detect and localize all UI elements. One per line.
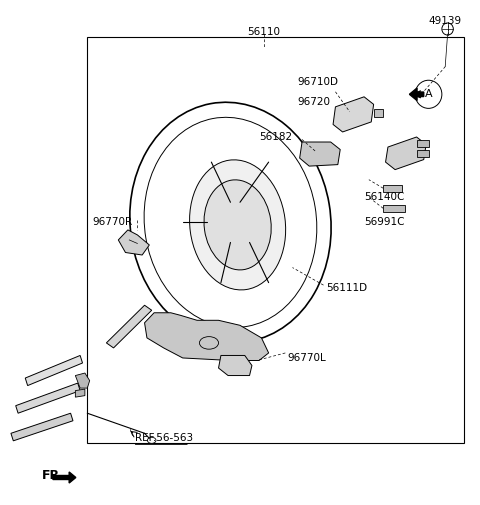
Text: REF.56-563: REF.56-563 — [135, 433, 193, 443]
Polygon shape — [300, 142, 340, 166]
Polygon shape — [75, 373, 90, 388]
Polygon shape — [373, 110, 383, 117]
Circle shape — [415, 80, 442, 109]
Polygon shape — [11, 413, 73, 441]
Circle shape — [442, 23, 453, 35]
Polygon shape — [333, 97, 373, 132]
Polygon shape — [417, 139, 429, 147]
Text: A: A — [425, 89, 432, 99]
Text: 49139: 49139 — [429, 17, 462, 26]
Polygon shape — [218, 356, 252, 376]
FancyArrow shape — [53, 472, 76, 483]
Text: 56182: 56182 — [259, 132, 292, 142]
Polygon shape — [383, 185, 402, 192]
Text: FR.: FR. — [42, 470, 65, 482]
Text: 56110: 56110 — [247, 27, 280, 36]
Text: 96770L: 96770L — [288, 353, 326, 363]
Polygon shape — [118, 230, 149, 255]
Ellipse shape — [190, 160, 286, 290]
FancyArrow shape — [409, 88, 424, 100]
Text: 56991C: 56991C — [364, 217, 405, 227]
Text: 96710D: 96710D — [297, 77, 338, 87]
Text: 96720: 96720 — [297, 97, 330, 107]
Text: 56140C: 56140C — [364, 192, 405, 203]
Text: 96770R: 96770R — [92, 217, 132, 227]
Ellipse shape — [204, 180, 271, 270]
Polygon shape — [383, 205, 405, 212]
Polygon shape — [107, 305, 152, 348]
Polygon shape — [417, 149, 429, 157]
Text: 56111D: 56111D — [326, 283, 367, 293]
Polygon shape — [144, 313, 269, 361]
Polygon shape — [16, 383, 80, 413]
Polygon shape — [385, 137, 426, 170]
Ellipse shape — [147, 437, 156, 443]
Polygon shape — [75, 389, 85, 397]
Polygon shape — [25, 356, 83, 386]
